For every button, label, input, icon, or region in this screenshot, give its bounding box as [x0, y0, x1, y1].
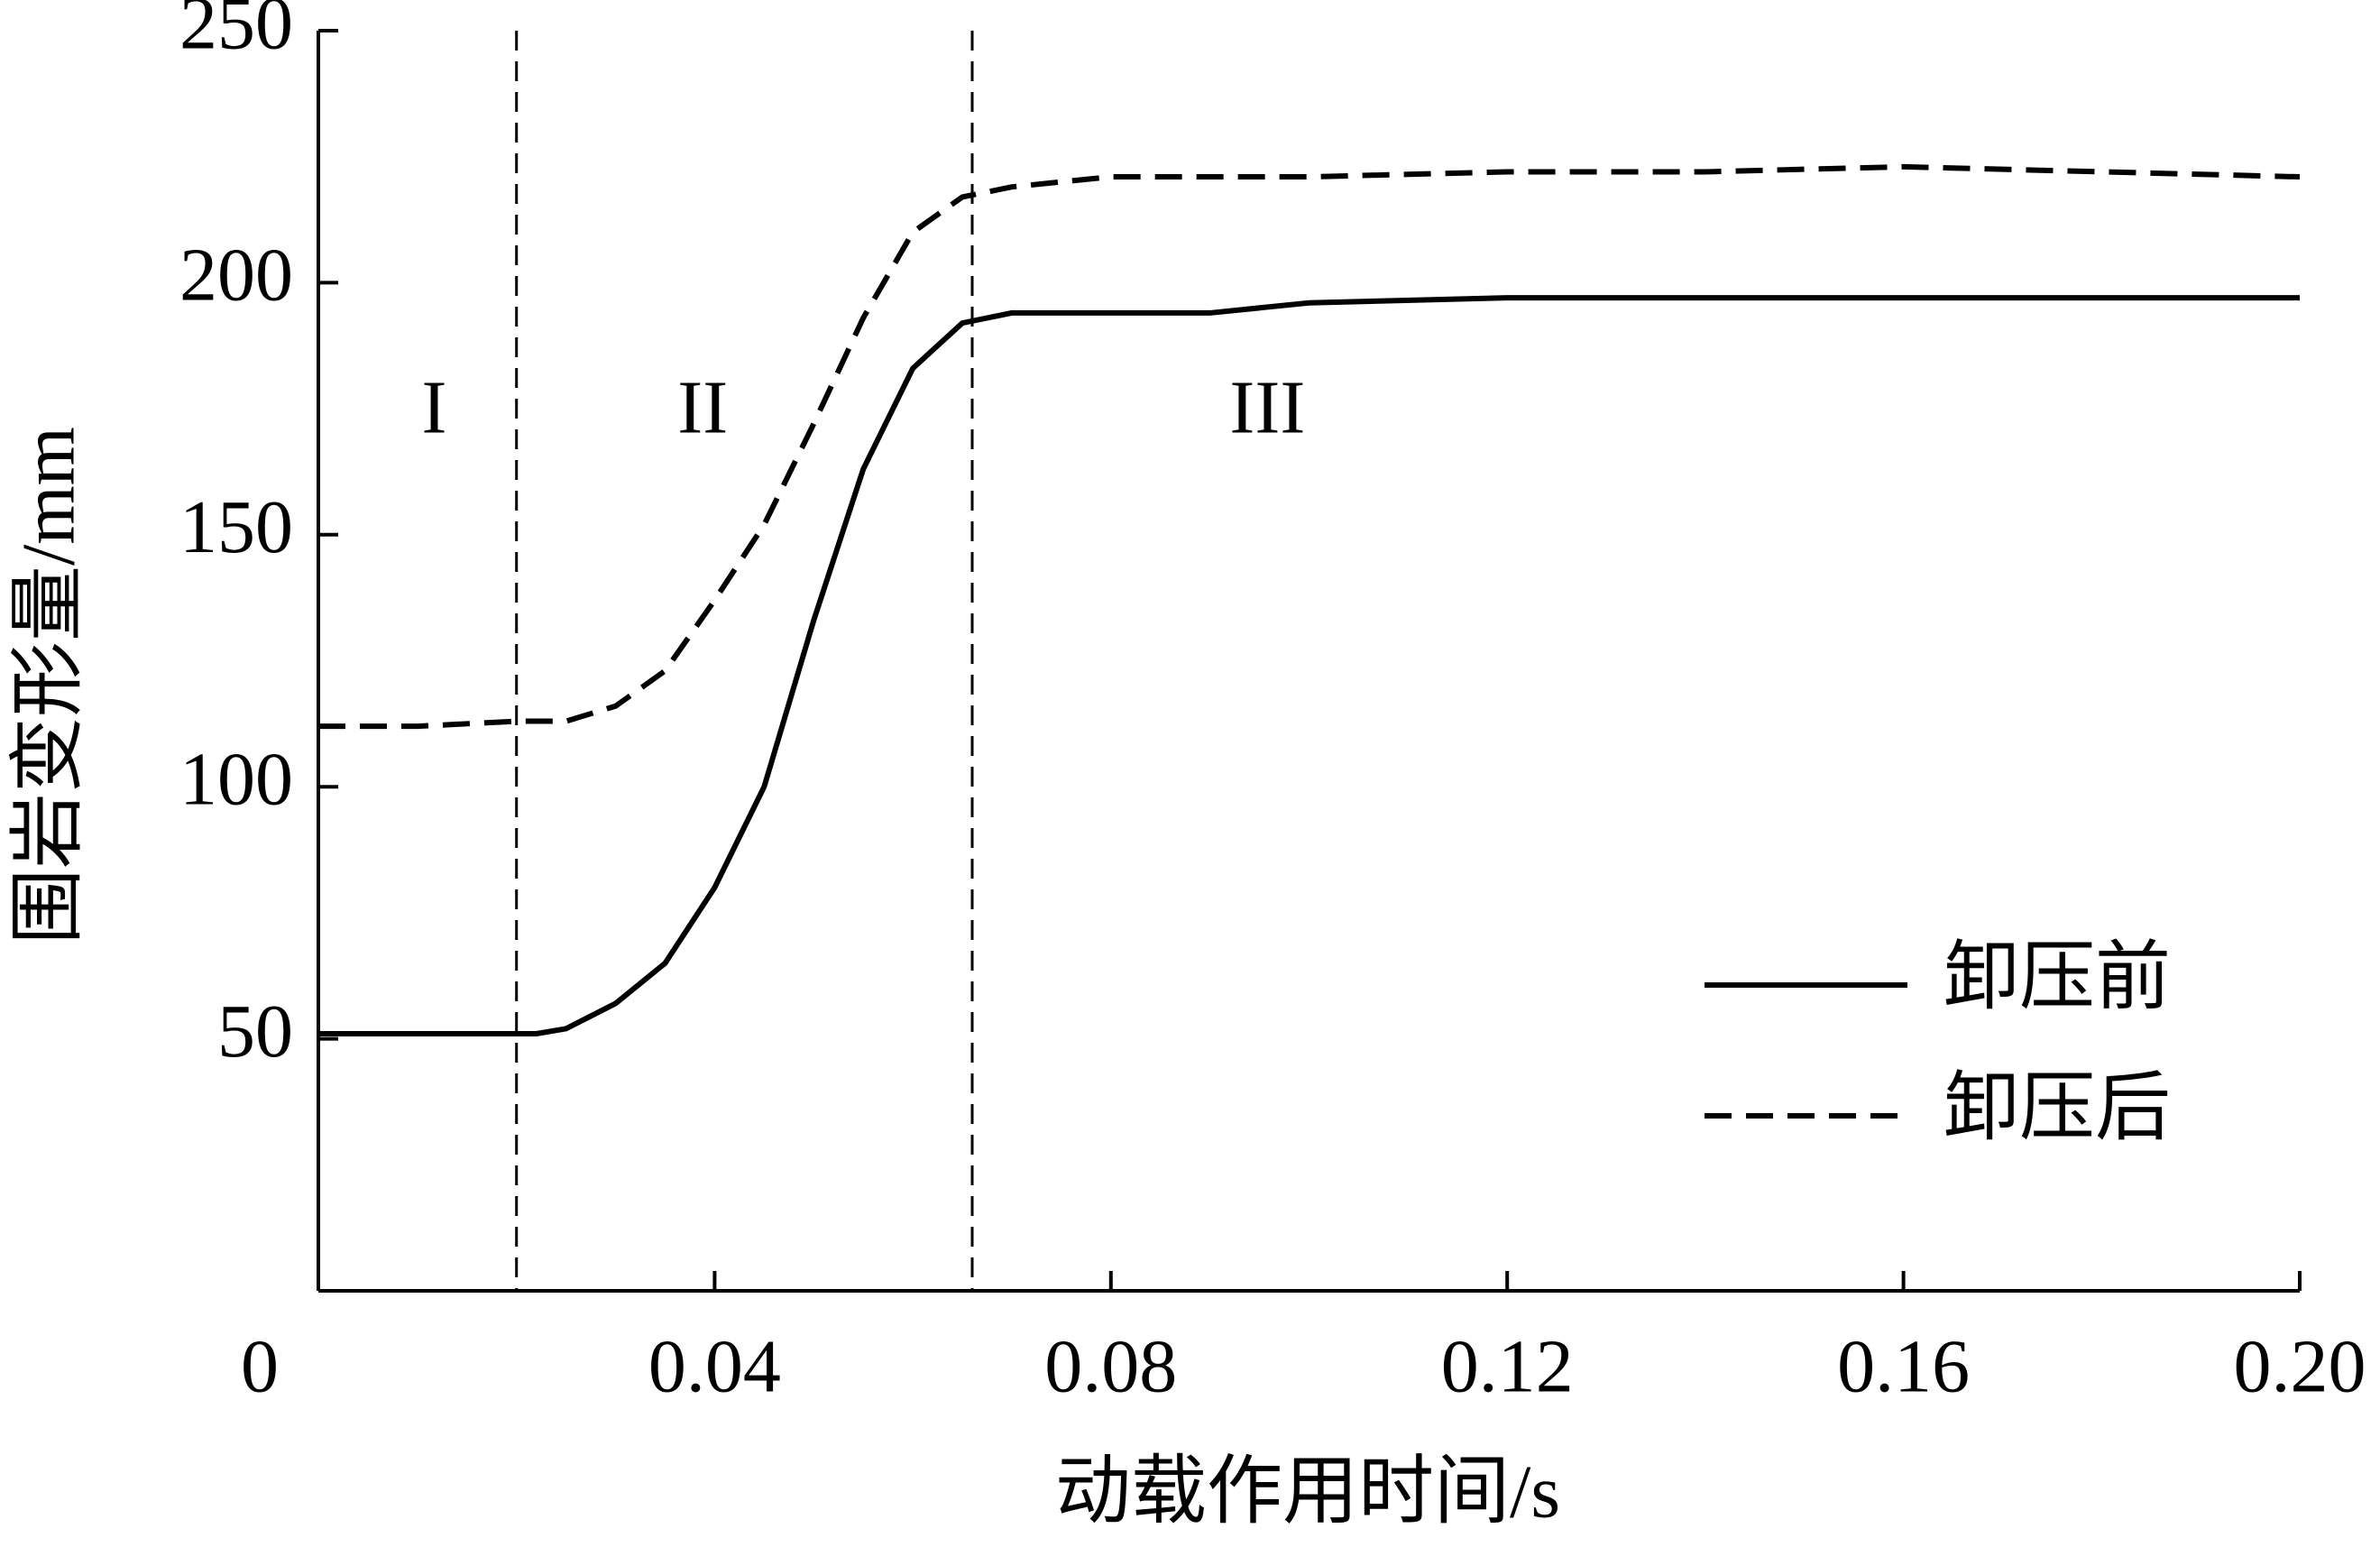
legend-label: 卸压前	[1944, 935, 2171, 1019]
x-tick-label: 0.12	[1441, 1324, 1574, 1408]
y-tick-label: 150	[179, 485, 293, 569]
phase-label: III	[1229, 365, 1305, 449]
y-tick-label: 200	[179, 234, 293, 318]
series-line	[318, 295, 2300, 1037]
legend-label: 卸压后	[1944, 1066, 2171, 1150]
x-tick-label: 0	[241, 1324, 279, 1408]
x-tick-label: 0.16	[1837, 1324, 1970, 1408]
y-axis-title: 围岩变形量/mm	[6, 427, 90, 944]
phase-label: II	[677, 365, 728, 449]
y-tick-label: 100	[179, 737, 293, 821]
x-axis-title: 动载作用时间/s	[1055, 1450, 1560, 1533]
y-tick-label: 50	[217, 990, 293, 1073]
phase-label: I	[422, 365, 447, 449]
x-tick-label: 0.20	[2234, 1324, 2366, 1408]
x-tick-label: 0.08	[1044, 1324, 1177, 1408]
y-tick-label: 250	[179, 0, 293, 65]
x-tick-label: 0.04	[648, 1324, 781, 1408]
series-line	[318, 163, 2301, 730]
